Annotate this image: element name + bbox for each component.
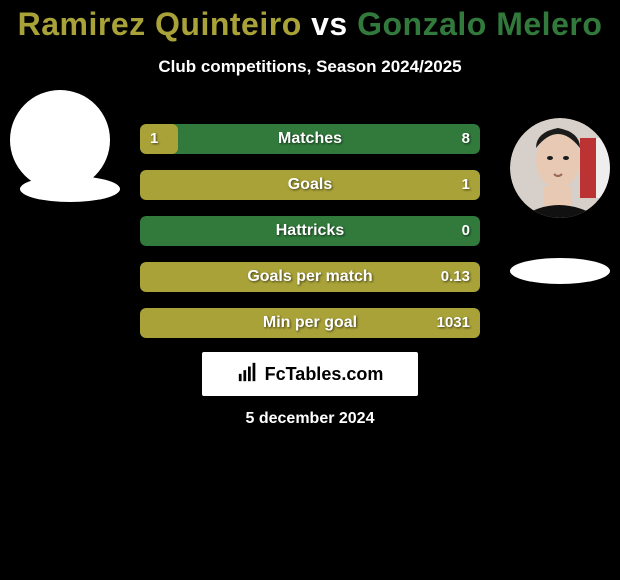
stat-value-right: 0: [462, 216, 470, 246]
subtitle: Club competitions, Season 2024/2025: [0, 57, 620, 77]
stat-row: Goals per match0.13: [140, 262, 480, 292]
avatar-player-right: [510, 118, 610, 218]
brand-text: FcTables.com: [265, 364, 384, 385]
stat-value-right: 1031: [437, 308, 470, 338]
stat-row: Goals1: [140, 170, 480, 200]
stat-value-right: 1: [462, 170, 470, 200]
stats-panel: 1Matches8Goals1Hattricks0Goals per match…: [140, 124, 480, 354]
stat-label: Matches: [140, 124, 480, 154]
stat-row: Hattricks0: [140, 216, 480, 246]
stat-label: Goals: [140, 170, 480, 200]
brand-badge: FcTables.com: [202, 352, 418, 396]
title-player-left: Ramirez Quinteiro: [18, 6, 302, 42]
avatar-player-left: [10, 90, 110, 190]
title-vs: vs: [302, 6, 357, 42]
brand-chart-icon: [237, 361, 259, 388]
stat-row: Min per goal1031: [140, 308, 480, 338]
flag-chip-right: [510, 258, 610, 284]
title-player-right: Gonzalo Melero: [357, 6, 602, 42]
stat-label: Min per goal: [140, 308, 480, 338]
flag-chip-left: [20, 176, 120, 202]
footer-date: 5 december 2024: [0, 410, 620, 428]
stat-label: Goals per match: [140, 262, 480, 292]
stat-label: Hattricks: [140, 216, 480, 246]
stat-row: 1Matches8: [140, 124, 480, 154]
page-title: Ramirez Quinteiro vs Gonzalo Melero: [0, 0, 620, 43]
stat-value-right: 0.13: [441, 262, 470, 292]
stat-value-right: 8: [462, 124, 470, 154]
